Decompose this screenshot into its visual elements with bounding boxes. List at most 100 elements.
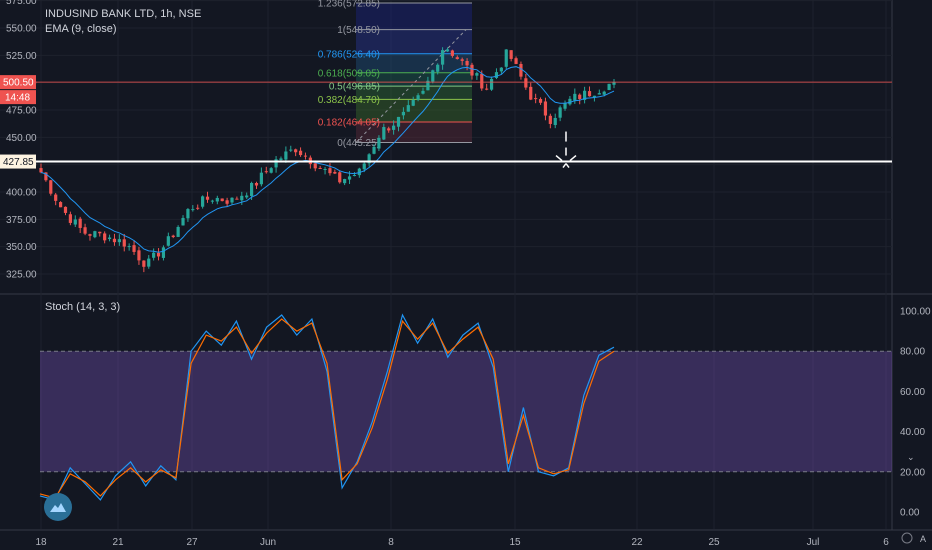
candle-up bbox=[568, 98, 572, 105]
candle-down bbox=[78, 218, 82, 228]
candle-up bbox=[597, 93, 601, 95]
fib-level-label: 0.182(464.05) bbox=[318, 117, 380, 128]
time-tick-label: 21 bbox=[112, 537, 124, 548]
candle-down bbox=[235, 198, 239, 200]
candle-up bbox=[107, 237, 112, 240]
stoch-tick-label: 100.00 bbox=[900, 307, 931, 318]
candle-down bbox=[171, 235, 175, 238]
candle-up bbox=[343, 179, 347, 184]
candle-down bbox=[298, 150, 303, 156]
candle-up bbox=[161, 247, 166, 258]
candle-down bbox=[524, 78, 528, 88]
candle-down bbox=[538, 99, 543, 103]
candle-down bbox=[264, 171, 268, 173]
candle-up bbox=[289, 149, 293, 151]
candle-up bbox=[475, 73, 479, 76]
candle-down bbox=[485, 88, 489, 90]
candle-up bbox=[357, 168, 361, 176]
candle-down bbox=[548, 115, 552, 124]
fib-zone bbox=[356, 86, 472, 100]
candle-up bbox=[249, 182, 254, 197]
candle-down bbox=[578, 94, 582, 100]
candle-up bbox=[592, 95, 597, 98]
candle-down bbox=[333, 171, 337, 174]
candle-down bbox=[387, 128, 391, 131]
candle-up bbox=[279, 158, 283, 160]
candle-up bbox=[411, 100, 415, 106]
last-price-text: 500.50 bbox=[3, 78, 34, 89]
price-tick-label: 375.00 bbox=[6, 215, 37, 226]
cursor-mark bbox=[562, 163, 567, 169]
fib-trend-line bbox=[355, 29, 467, 143]
candle-up bbox=[259, 172, 263, 185]
stoch-tick-label: 40.00 bbox=[900, 427, 925, 438]
candle-down bbox=[205, 196, 210, 200]
candle-down bbox=[338, 172, 342, 183]
candle-up bbox=[436, 64, 440, 72]
candle-up bbox=[191, 209, 195, 211]
candle-down bbox=[58, 202, 63, 208]
candle-down bbox=[98, 231, 102, 234]
candle-down bbox=[112, 238, 117, 243]
time-tick-label: 27 bbox=[186, 537, 198, 548]
candle-up bbox=[284, 151, 288, 160]
stoch-tick-label: 20.00 bbox=[900, 467, 925, 478]
candle-up bbox=[347, 176, 352, 180]
fib-level-label: 0.618(509.05) bbox=[318, 68, 380, 79]
candle-down bbox=[122, 239, 126, 247]
candle-up bbox=[269, 168, 273, 173]
candle-down bbox=[529, 86, 533, 100]
time-tick-label: 18 bbox=[35, 537, 47, 548]
candle-up bbox=[602, 91, 606, 95]
candle-down bbox=[455, 57, 459, 60]
line-price-text: 427.85 bbox=[3, 157, 34, 168]
scroll-icon: ⌄ bbox=[907, 452, 915, 462]
candle-down bbox=[132, 245, 136, 252]
candle-up bbox=[186, 209, 190, 219]
price-tick-label: 475.00 bbox=[6, 106, 37, 117]
candle-down bbox=[313, 163, 317, 169]
tradingview-logo-icon[interactable] bbox=[44, 493, 72, 521]
candle-down bbox=[83, 227, 87, 234]
candle-up bbox=[117, 239, 121, 243]
candle-up bbox=[489, 78, 494, 90]
time-tick-label: 6 bbox=[883, 537, 889, 548]
auto-scale-icon: A bbox=[920, 534, 926, 544]
candle-down bbox=[220, 198, 224, 202]
candle-down bbox=[54, 194, 58, 201]
price-tick-label: 525.00 bbox=[6, 51, 37, 62]
candle-up bbox=[152, 252, 156, 258]
stoch-tick-label: 80.00 bbox=[900, 347, 925, 358]
time-tick-label: Jun bbox=[260, 537, 276, 548]
last-price-badge bbox=[0, 75, 36, 90]
candle-down bbox=[63, 206, 68, 213]
cursor-mark bbox=[569, 154, 577, 162]
fib-level-label: 1.236(572.85) bbox=[318, 0, 380, 10]
candle-up bbox=[176, 226, 180, 237]
candle-down bbox=[225, 200, 229, 204]
fib-level-label: 0.382(484.70) bbox=[318, 95, 380, 106]
candle-down bbox=[450, 50, 454, 56]
candle-up bbox=[245, 195, 249, 198]
candle-up bbox=[426, 80, 430, 91]
line-price-badge bbox=[0, 154, 36, 169]
ema-legend: EMA (9, close) bbox=[45, 23, 117, 35]
candle-up bbox=[612, 82, 616, 85]
candle-up bbox=[553, 117, 557, 126]
stoch-line-k bbox=[39, 313, 615, 501]
candle-up bbox=[583, 90, 587, 100]
candle-up bbox=[215, 197, 219, 202]
candle-down bbox=[88, 234, 92, 236]
candle-down bbox=[156, 252, 161, 257]
time-tick-label: 15 bbox=[509, 537, 521, 548]
candle-up bbox=[362, 163, 366, 170]
candle-down bbox=[534, 98, 538, 100]
fib-level-label: 0.5(496.85) bbox=[329, 82, 380, 93]
candle-up bbox=[201, 196, 205, 207]
candle-up bbox=[607, 83, 611, 91]
candle-up bbox=[210, 200, 215, 202]
stoch-tick-label: 60.00 bbox=[900, 387, 925, 398]
candle-up bbox=[352, 175, 357, 177]
